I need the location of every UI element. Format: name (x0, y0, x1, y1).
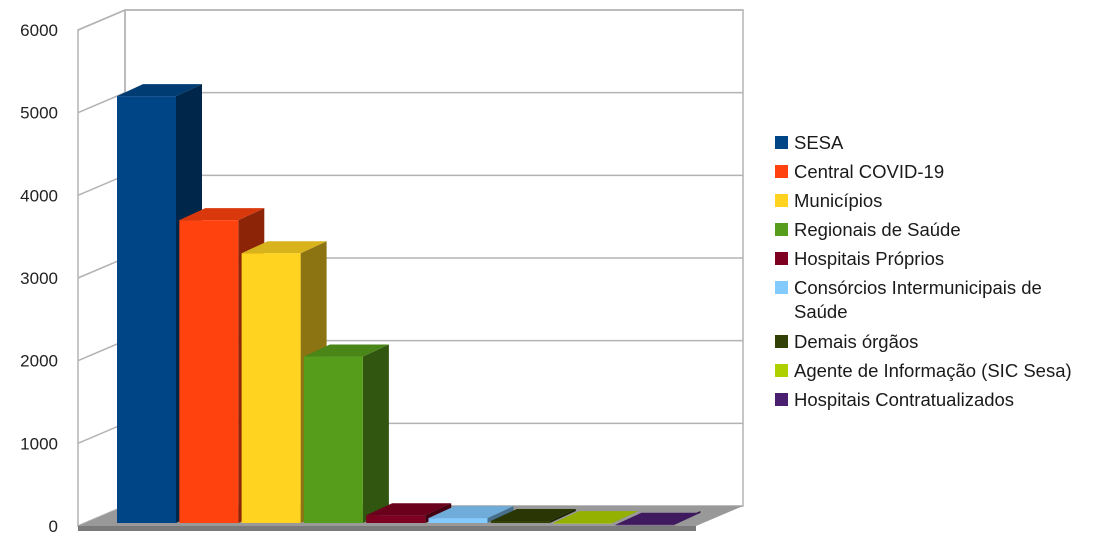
legend-item: SESA (775, 131, 1118, 160)
bars (117, 84, 701, 526)
legend-item: Municípios (775, 189, 1118, 218)
bar (117, 96, 176, 523)
legend-item: Regionais de Saúde (775, 218, 1118, 247)
bar-top (241, 241, 327, 254)
bar (303, 356, 363, 523)
legend-label: Consórcios Intermunicipais de Saúde (794, 277, 1042, 322)
legend-swatch (775, 364, 788, 377)
bar-top (428, 506, 514, 519)
bar (615, 524, 675, 526)
legend-label: Hospitais Contratualizados (794, 389, 1015, 410)
floor-edge (78, 526, 696, 531)
legend-label: SESA (794, 132, 844, 153)
bar (366, 515, 426, 523)
legend-label: Central COVID-19 (794, 161, 945, 182)
bar (241, 253, 301, 523)
y-tick-label: 3000 (20, 269, 58, 288)
bar-top (553, 511, 639, 524)
legend-swatch (775, 335, 788, 348)
y-tick-label: 1000 (20, 434, 58, 453)
legend-swatch (775, 136, 788, 149)
bar (179, 220, 239, 523)
legend-label: Regionais de Saúde (794, 219, 961, 240)
bar-top (179, 208, 265, 221)
legend-item: Agente de Informação (SIC Sesa) (775, 359, 1118, 388)
y-tick-label: 2000 (20, 352, 58, 371)
legend-label: Municípios (794, 190, 883, 211)
bar-top (615, 512, 701, 525)
legend-label: Demais órgãos (794, 331, 919, 352)
y-tick-label: 5000 (20, 104, 58, 123)
y-tick-label: 0 (49, 517, 58, 536)
bar-side (487, 506, 514, 523)
bar (428, 518, 488, 523)
legend-item: Hospitais Próprios (775, 247, 1118, 276)
legend-item: Central COVID-19 (775, 160, 1118, 189)
y-tick-label: 6000 (20, 21, 58, 40)
y-axis-ticks: 0 1000 2000 3000 4000 5000 6000 (20, 21, 58, 536)
legend-item: Consórcios Intermunicipais de Saúde (775, 276, 1118, 330)
y-tick-label: 4000 (20, 186, 58, 205)
legend: SESA Central COVID-19 Municípios Regionais … (775, 131, 1118, 417)
bar-top (117, 84, 202, 97)
bar-top (490, 509, 576, 522)
legend-label: Agente de Informação (SIC Sesa) (794, 360, 1072, 381)
bar-side (362, 344, 389, 523)
bar-top (303, 344, 389, 357)
gridline (77, 9, 743, 31)
legend-swatch (775, 252, 788, 265)
legend-swatch (775, 194, 788, 207)
legend-item: Demais órgãos (775, 330, 1118, 359)
bar (490, 521, 550, 523)
legend-swatch (775, 165, 788, 178)
legend-swatch (775, 281, 788, 294)
legend-swatch (775, 223, 788, 236)
bar (553, 523, 613, 524)
bar-top (366, 503, 452, 516)
bar-side (549, 509, 576, 523)
legend-swatch (775, 393, 788, 406)
legend-item: Hospitais Contratualizados (775, 388, 1118, 417)
legend-label: Hospitais Próprios (794, 248, 945, 269)
